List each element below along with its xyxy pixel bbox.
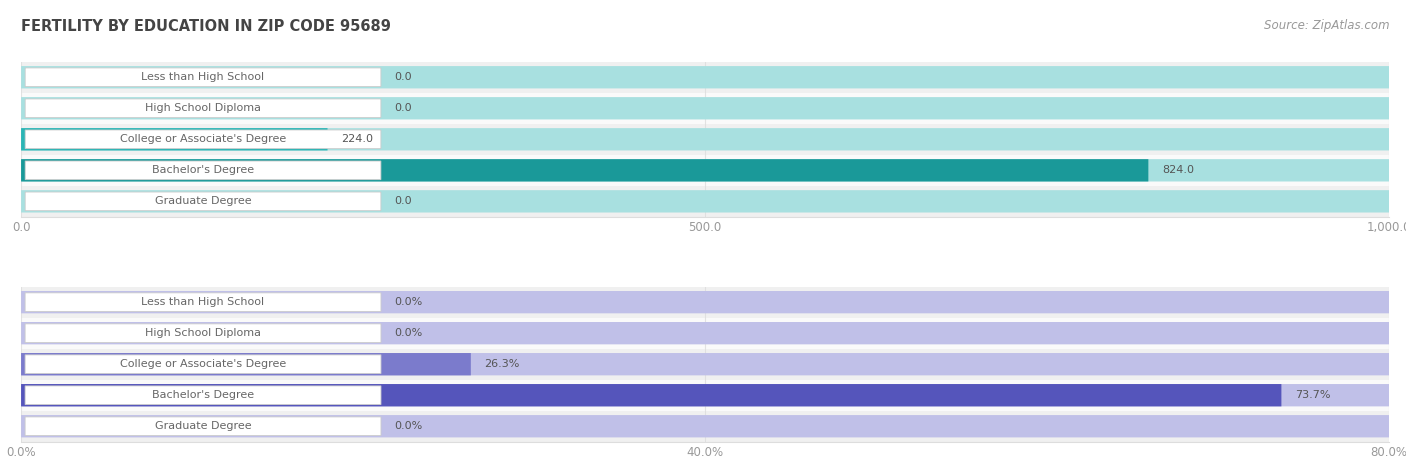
Text: 0.0: 0.0 [395,72,412,82]
FancyBboxPatch shape [25,161,381,180]
FancyBboxPatch shape [21,128,328,151]
Text: Less than High School: Less than High School [142,72,264,82]
Bar [21,349,1389,380]
Text: Bachelor's Degree: Bachelor's Degree [152,165,254,175]
Text: Bachelor's Degree: Bachelor's Degree [152,390,254,400]
FancyBboxPatch shape [21,128,1389,151]
Bar [21,186,1389,217]
FancyBboxPatch shape [25,355,381,373]
Bar [21,411,1389,442]
FancyBboxPatch shape [25,130,381,149]
Text: 0.0: 0.0 [395,103,412,113]
Text: High School Diploma: High School Diploma [145,103,262,113]
FancyBboxPatch shape [21,159,1149,181]
Bar [21,124,1389,155]
Text: 224.0: 224.0 [342,134,373,144]
FancyBboxPatch shape [21,384,1389,407]
FancyBboxPatch shape [25,386,381,405]
Bar [21,380,1389,411]
FancyBboxPatch shape [21,322,1389,344]
FancyBboxPatch shape [21,353,1389,375]
FancyBboxPatch shape [25,99,381,118]
Text: Graduate Degree: Graduate Degree [155,421,252,431]
Text: Source: ZipAtlas.com: Source: ZipAtlas.com [1264,19,1389,32]
Bar [21,286,1389,318]
Bar [21,155,1389,186]
FancyBboxPatch shape [25,293,381,312]
FancyBboxPatch shape [25,192,381,210]
FancyBboxPatch shape [21,159,1389,181]
Text: 0.0%: 0.0% [395,297,423,307]
FancyBboxPatch shape [21,97,1389,119]
FancyBboxPatch shape [21,190,1389,212]
FancyBboxPatch shape [21,384,1281,407]
Text: College or Associate's Degree: College or Associate's Degree [120,134,287,144]
Bar [21,318,1389,349]
Text: Less than High School: Less than High School [142,297,264,307]
FancyBboxPatch shape [21,291,1389,314]
Text: 0.0%: 0.0% [395,328,423,338]
Text: 26.3%: 26.3% [485,359,520,369]
Text: 73.7%: 73.7% [1295,390,1330,400]
FancyBboxPatch shape [21,415,1389,437]
Bar [21,93,1389,124]
Text: 0.0: 0.0 [395,196,412,206]
Text: 0.0%: 0.0% [395,421,423,431]
Text: College or Associate's Degree: College or Associate's Degree [120,359,287,369]
Bar [21,62,1389,93]
Text: 824.0: 824.0 [1161,165,1194,175]
FancyBboxPatch shape [25,417,381,436]
Text: High School Diploma: High School Diploma [145,328,262,338]
FancyBboxPatch shape [25,68,381,86]
FancyBboxPatch shape [25,324,381,342]
FancyBboxPatch shape [21,66,1389,88]
FancyBboxPatch shape [21,353,471,375]
Text: Graduate Degree: Graduate Degree [155,196,252,206]
Text: FERTILITY BY EDUCATION IN ZIP CODE 95689: FERTILITY BY EDUCATION IN ZIP CODE 95689 [21,19,391,34]
